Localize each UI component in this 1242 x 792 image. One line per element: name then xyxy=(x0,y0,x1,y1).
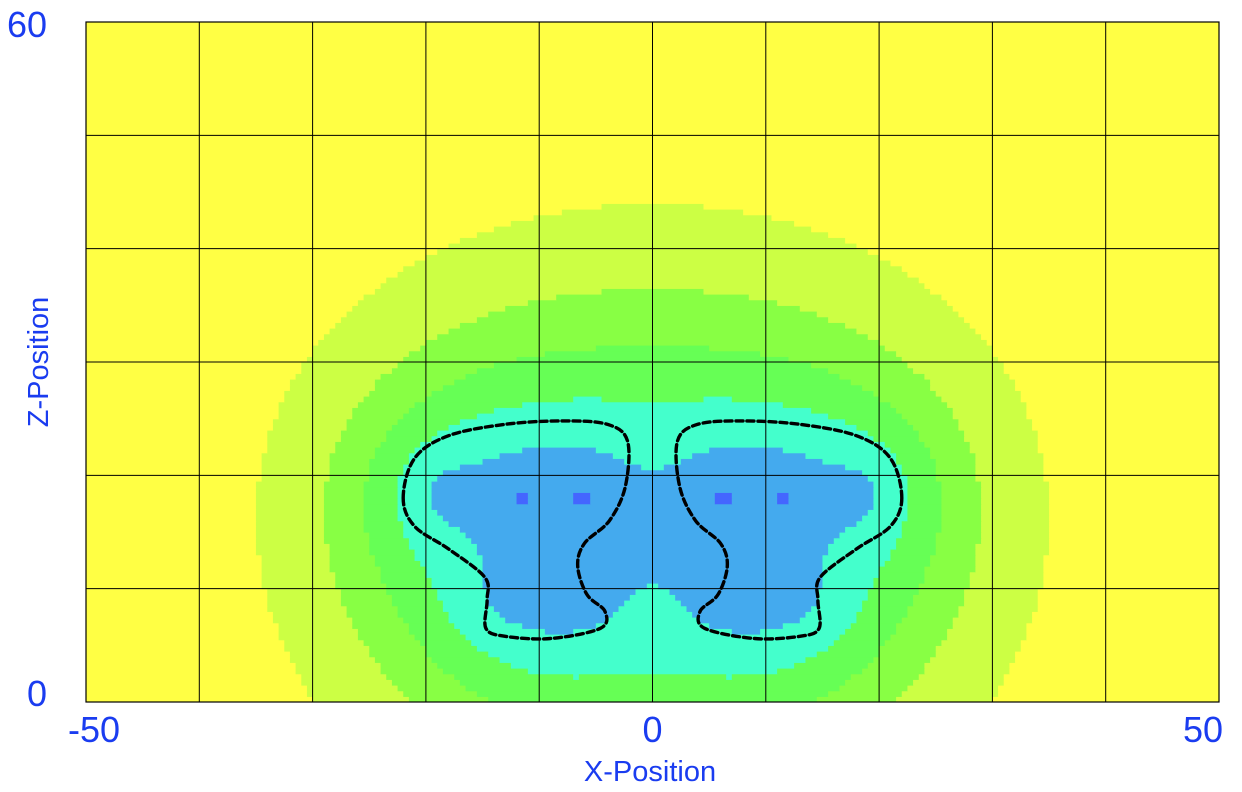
x-tick-label: 0 xyxy=(642,709,662,750)
grid-lines xyxy=(86,22,1219,702)
y-axis-label: Z-Position xyxy=(23,297,55,428)
y-tick-label: 0 xyxy=(27,673,47,714)
contour-lines xyxy=(401,419,904,641)
x-tick-label: -50 xyxy=(68,709,120,750)
y-tick-label: 60 xyxy=(7,4,47,45)
contour-boundary-right xyxy=(674,419,904,641)
contour-boundary-left xyxy=(401,419,631,641)
x-axis-label: X-Position xyxy=(584,756,716,787)
y-tick-labels: 0 60 xyxy=(7,4,47,714)
x-tick-labels: -50 0 50 xyxy=(68,709,1223,750)
plot-frame xyxy=(85,21,1220,703)
x-tick-label: 50 xyxy=(1183,709,1223,750)
